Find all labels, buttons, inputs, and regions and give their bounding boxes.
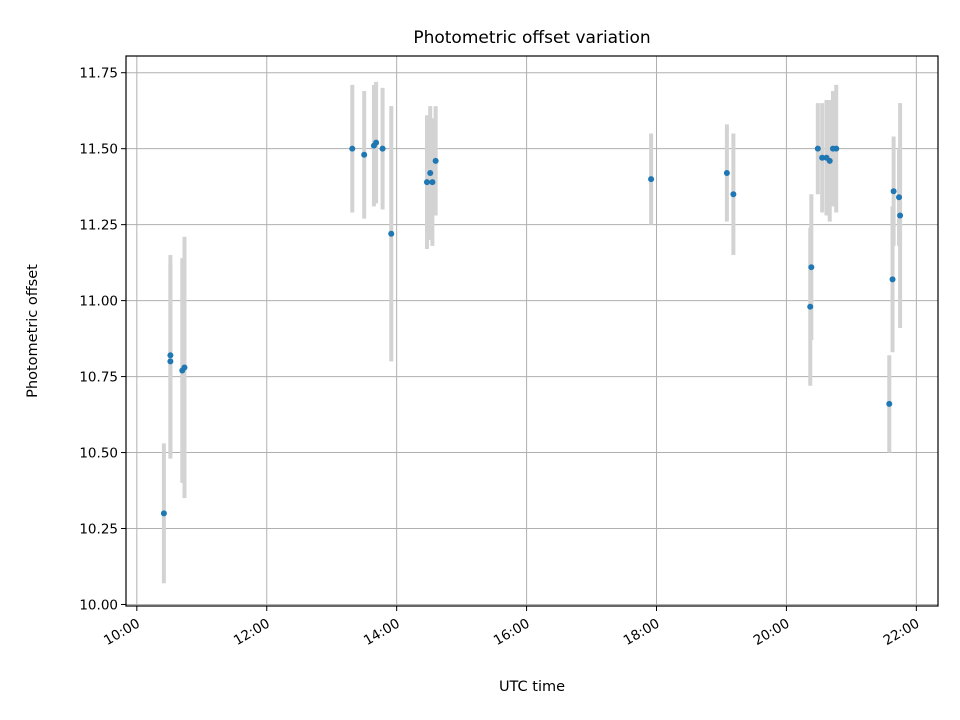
chart-title: Photometric offset variation xyxy=(413,28,650,48)
data-point xyxy=(896,194,903,201)
data-point xyxy=(388,230,395,237)
data-point xyxy=(648,176,655,183)
data-point xyxy=(808,264,815,271)
y-tick-label: 11.75 xyxy=(79,66,118,82)
data-point xyxy=(167,358,174,365)
data-point xyxy=(833,145,840,152)
y-tick-label: 10.00 xyxy=(79,597,118,613)
data-point xyxy=(373,139,380,146)
y-tick-label: 10.25 xyxy=(79,522,118,538)
data-point xyxy=(890,188,897,195)
y-axis-label: Photometric offset xyxy=(25,264,41,398)
data-point xyxy=(181,364,188,371)
data-point xyxy=(167,352,174,359)
point-layer xyxy=(160,139,904,517)
data-point xyxy=(730,191,737,198)
data-point xyxy=(814,145,821,152)
data-point xyxy=(889,276,896,283)
data-point xyxy=(423,179,430,186)
data-point xyxy=(427,169,434,176)
data-point xyxy=(897,212,904,219)
data-point xyxy=(379,145,386,152)
data-point xyxy=(723,169,730,176)
data-point xyxy=(432,157,439,164)
data-point xyxy=(349,145,356,152)
x-axis-label: UTC time xyxy=(499,679,565,695)
data-point xyxy=(826,157,833,164)
y-tick-label: 10.50 xyxy=(79,446,118,462)
data-point xyxy=(886,400,893,407)
data-point xyxy=(807,303,814,310)
plot-frame xyxy=(125,55,939,607)
y-tick-label: 11.25 xyxy=(79,218,118,234)
data-point xyxy=(429,179,436,186)
y-tick-label: 11.00 xyxy=(79,294,118,310)
y-tick-label: 11.50 xyxy=(79,142,118,158)
data-point xyxy=(160,510,167,517)
grid-layer xyxy=(126,56,938,606)
y-tick-label: 10.75 xyxy=(79,370,118,386)
data-point xyxy=(819,154,826,161)
data-point xyxy=(361,151,368,158)
